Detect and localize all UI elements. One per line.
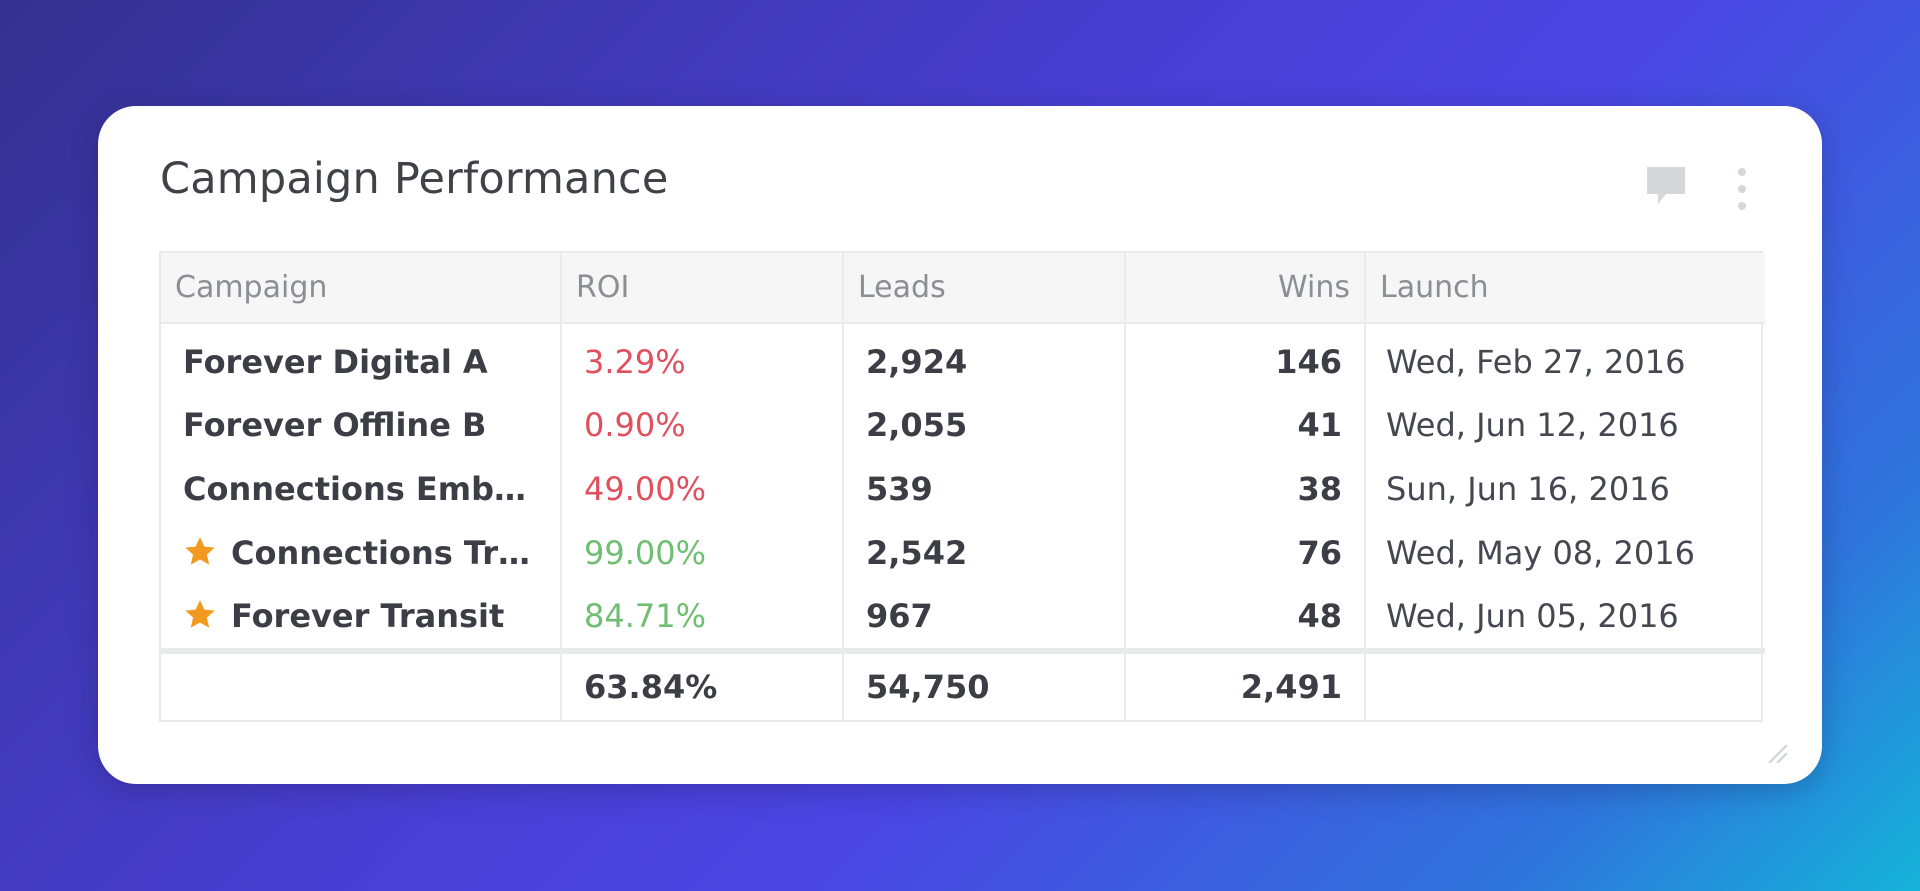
campaign-name: Connections Tra... [231, 533, 557, 572]
totals-wins: 2,491 [1125, 647, 1366, 720]
star-icon [185, 600, 215, 628]
column-header-campaign[interactable]: Campaign [161, 253, 562, 324]
campaign-name: Forever Offline B [161, 393, 562, 458]
comment-icon[interactable] [1644, 164, 1688, 208]
leads-value: 2,924 [843, 323, 1126, 394]
column-header-launch[interactable]: Launch [1365, 253, 1765, 324]
table-row[interactable]: Connections Embed... 49.00% 539 38 Sun, … [161, 457, 1765, 521]
campaign-name-cell: Forever Transit [161, 584, 562, 651]
launch-date: Wed, Feb 27, 2016 [1386, 342, 1686, 381]
column-header-roi[interactable]: ROI [561, 253, 844, 324]
column-header-wins[interactable]: Wins [1125, 253, 1366, 324]
totals-campaign [161, 647, 562, 720]
launch-date: Wed, Jun 12, 2016 [1386, 406, 1679, 445]
launch-date: Sun, Jun 16, 2016 [1386, 469, 1670, 508]
roi-value: 84.71% [561, 584, 844, 651]
campaign-name: Connections Embed... [161, 457, 562, 521]
wins-value: 38 [1125, 457, 1366, 521]
wins-value: 146 [1125, 323, 1366, 394]
leads-value: 967 [843, 584, 1126, 651]
launch-date: Wed, May 08, 2016 [1386, 533, 1695, 572]
launch-date: Wed, Jun 05, 2016 [1386, 597, 1679, 636]
column-header-leads[interactable]: Leads [843, 253, 1126, 324]
campaign-name: Forever Digital A [161, 323, 562, 394]
star-icon [185, 536, 215, 565]
table-row[interactable]: Forever Offline B 0.90% 2,055 41 Wed, Ju… [161, 393, 1765, 458]
campaign-name-cell: Connections Tra... [161, 520, 562, 585]
campaign-table: Campaign ROI Leads Wins Launch Forever D… [159, 251, 1765, 722]
totals-row: 63.84% 54,750 2,491 [161, 647, 1765, 720]
totals-roi: 63.84% [561, 647, 844, 720]
campaign-name: Forever Transit [231, 597, 505, 636]
resize-handle-icon[interactable] [1764, 740, 1788, 764]
card-title: Campaign Performance [160, 154, 669, 204]
leads-value: 2,542 [843, 520, 1126, 585]
table-row[interactable]: Forever Digital A 3.29% 2,924 146 Wed, F… [161, 323, 1765, 394]
wins-value: 76 [1125, 520, 1366, 585]
table-row[interactable]: Forever Transit 84.71% 967 48 Wed, Jun 0… [161, 584, 1765, 651]
totals-leads: 54,750 [843, 647, 1126, 720]
totals-launch [1365, 647, 1765, 720]
roi-value: 99.00% [561, 520, 844, 585]
leads-value: 2,055 [843, 393, 1126, 458]
leads-value: 539 [843, 457, 1126, 521]
wins-value: 41 [1125, 393, 1366, 458]
roi-value: 49.00% [561, 457, 844, 521]
more-vertical-icon[interactable] [1734, 166, 1750, 212]
table-header-row: Campaign ROI Leads Wins Launch [161, 253, 1765, 324]
roi-value: 0.90% [561, 393, 844, 458]
table-row[interactable]: Connections Tra... 99.00% 2,542 76 Wed, … [161, 520, 1765, 585]
roi-value: 3.29% [561, 323, 844, 394]
wins-value: 48 [1125, 584, 1366, 651]
campaign-performance-card: Campaign Performance Campaign ROI Leads … [98, 106, 1822, 784]
